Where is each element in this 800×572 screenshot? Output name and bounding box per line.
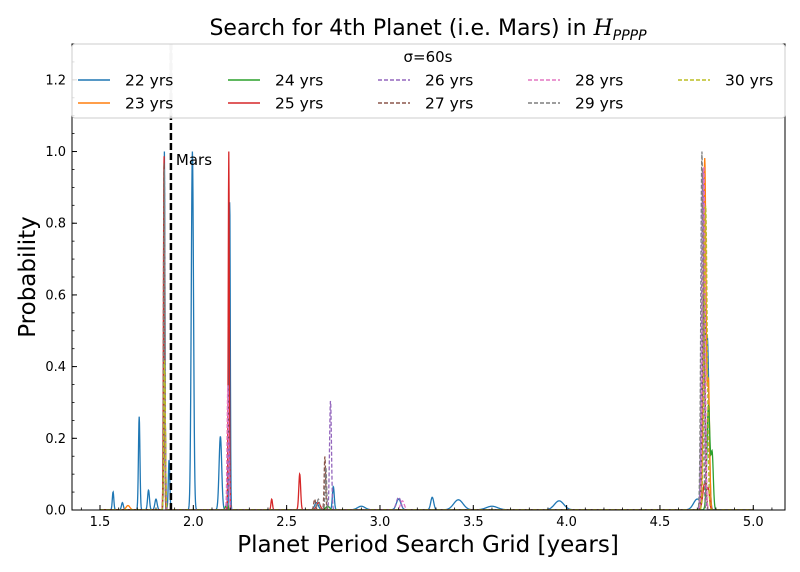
- y-tick-label: 0.4: [45, 360, 66, 375]
- series-line-26-yrs: [100, 170, 754, 510]
- legend-label: 29 yrs: [575, 95, 623, 113]
- y-ticks: 0.0 0.2 0.4 0.6 0.8 1.0 1.2: [45, 61, 77, 519]
- chart-title-text: Search for 4th Planet (i.e. Mars) in: [209, 16, 593, 41]
- legend-box: [71, 43, 786, 119]
- chart-title-math-sub: PPPP: [613, 28, 647, 44]
- x-tick-label: 1.5: [90, 515, 111, 530]
- x-tick-label: 3.5: [463, 515, 484, 530]
- series-line-27-yrs: [100, 163, 754, 510]
- y-tick-label: 1.0: [45, 145, 66, 160]
- x-ticks: 1.5 2.0 2.5 3.0 3.5 4.0 4.5 5.0: [80, 505, 773, 530]
- series-layer: [100, 151, 754, 510]
- series-line-29-yrs: [100, 151, 754, 510]
- x-tick-label: 2.5: [276, 515, 297, 530]
- legend-label: 22 yrs: [125, 72, 173, 90]
- y-tick-label: 0.6: [45, 288, 66, 303]
- series-line-22-yrs: [100, 151, 754, 510]
- series-line-30-yrs: [100, 205, 754, 510]
- chart-title-math: H: [593, 16, 614, 41]
- y-tick-label: 1.2: [45, 73, 66, 88]
- series-line-25-yrs: [100, 151, 754, 510]
- y-tick-label: 0.8: [45, 217, 66, 232]
- series-line-24-yrs: [100, 360, 754, 510]
- legend-entries: 22 yrs 23 yrs 24 yrs 25 yrs 26 yrs 27 yrs 28 y…: [78, 72, 773, 113]
- x-tick-label: 2.0: [183, 515, 204, 530]
- x-tick-label: 3.0: [370, 515, 391, 530]
- legend-label: 30 yrs: [725, 72, 773, 90]
- x-tick-label: 4.0: [556, 515, 577, 530]
- y-axis-label: Probability: [15, 216, 41, 338]
- legend-label: 25 yrs: [275, 95, 323, 113]
- legend-label: 24 yrs: [275, 72, 323, 90]
- x-axis-label: Planet Period Search Grid [years]: [237, 532, 619, 558]
- legend-label: 27 yrs: [425, 95, 473, 113]
- legend-label: 28 yrs: [575, 72, 623, 90]
- x-tick-label: 4.5: [650, 515, 671, 530]
- series-line-28-yrs: [100, 166, 754, 510]
- y-tick-label: 0.2: [45, 432, 66, 447]
- legend-label: 26 yrs: [425, 72, 473, 90]
- chart-title: Search for 4th Planet (i.e. Mars) in HPP…: [209, 16, 647, 44]
- legend-label: 23 yrs: [125, 95, 173, 113]
- mars-annotation: Mars: [176, 151, 212, 169]
- legend-title: σ=60s: [404, 48, 453, 66]
- series-line-23-yrs: [100, 158, 754, 510]
- legend: σ=60s 22 yrs 23 yrs 24 yrs 25 yrs 26 yrs 27 y…: [71, 43, 786, 119]
- y-tick-label: 0.0: [45, 504, 66, 519]
- x-tick-label: 5.0: [743, 515, 764, 530]
